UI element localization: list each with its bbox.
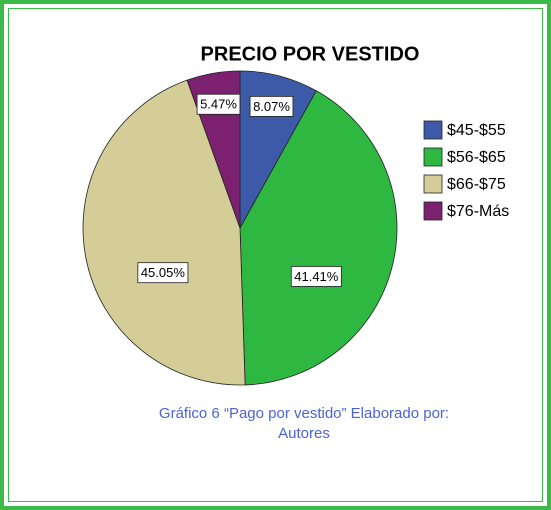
- data-label: 45.05%: [141, 265, 186, 280]
- label-box: [196, 93, 241, 115]
- legend-label: $66-$75: [447, 176, 506, 193]
- data-label: 8.07%: [253, 99, 290, 114]
- pie-slice: [82, 79, 246, 386]
- legend-label: $76-Más: [447, 203, 509, 220]
- chart: PRECIO POR VESTIDO 8.07% 41.41% 45.05% 5.47…: [82, 43, 509, 386]
- pie-slice: [239, 90, 398, 386]
- legend-label: $56-$65: [447, 149, 506, 166]
- caption: Gráfico 6 “Pago por vestido” Elaborado p…: [158, 405, 450, 442]
- legend-swatch: [423, 174, 443, 194]
- data-label: 41.41%: [294, 269, 339, 284]
- label-box: [290, 266, 342, 287]
- label-box: [249, 96, 294, 117]
- data-label: 5.47%: [200, 97, 237, 112]
- inner-border: [8, 8, 543, 502]
- legend-swatch: [423, 147, 443, 167]
- legend-label: $45-$55: [447, 122, 506, 139]
- legend-swatch: [423, 120, 443, 140]
- label-box: [137, 262, 189, 284]
- legend-swatch: [423, 201, 443, 221]
- chart-title: PRECIO POR VESTIDO: [201, 43, 420, 65]
